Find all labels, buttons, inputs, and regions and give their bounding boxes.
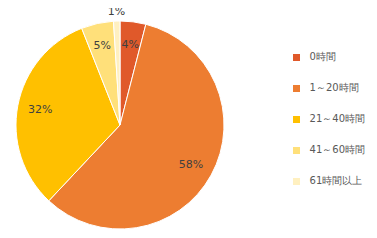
html-text:41～60時間: 41～60時間 — [309, 144, 365, 155]
svg-text:58%: 58% — [179, 158, 203, 171]
svg-text:4%: 4% — [121, 38, 138, 51]
html-text:61時間以上: 61時間以上 — [309, 175, 363, 186]
svg-text:5%: 5% — [94, 39, 111, 52]
html-text:21～40時間: 21～40時間 — [309, 113, 365, 124]
svg-text:32%: 32% — [28, 103, 52, 116]
html-text:0時間: 0時間 — [309, 51, 336, 62]
svg-text:1%: 1% — [108, 8, 125, 18]
html-text:1～20時間: 1～20時間 — [309, 82, 359, 93]
